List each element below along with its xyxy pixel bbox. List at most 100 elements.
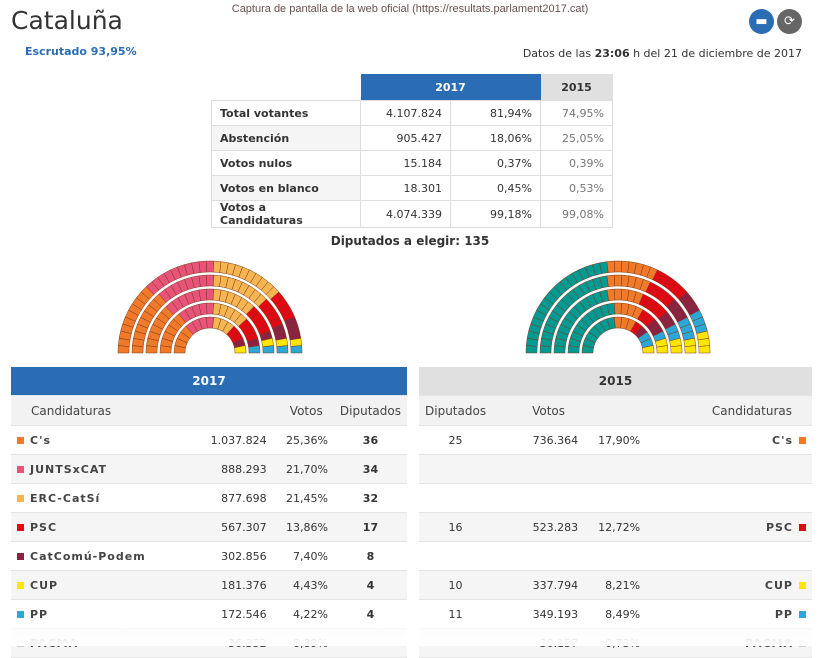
party-color-swatch <box>17 523 24 531</box>
row-votes: 4.107.824 <box>360 100 451 126</box>
table-title-2015: 2015 <box>419 367 812 396</box>
results-table-2015: 2015 Diputados Votos Candidaturas 25 736.36… <box>419 367 812 658</box>
header-diputados: Diputados <box>419 395 493 426</box>
party-seats: 16 <box>419 512 493 542</box>
row-label: Votos a Candidaturas <box>211 200 361 228</box>
refresh-icon[interactable]: ⟳ <box>777 9 802 34</box>
party-seats: 4 <box>333 570 407 600</box>
timestamp-suffix: h del 21 de diciembre de 2017 <box>629 47 802 60</box>
row-votes: 4.074.339 <box>360 200 451 228</box>
party-percent: 21,45% <box>272 483 334 513</box>
party-seats <box>419 541 493 571</box>
party-votes <box>492 483 585 513</box>
party-name: C's <box>772 433 793 447</box>
hemicycle-2017 <box>117 260 303 354</box>
party-percent: 12,72% <box>584 512 647 542</box>
party-name: PSC <box>765 520 793 534</box>
party-name: JUNTSxCAT <box>30 462 107 476</box>
results-table-2017: 2017 Candidaturas Votos Diputados C's 1.037… <box>11 367 407 658</box>
party-votes <box>492 454 585 484</box>
row-label: Abstención <box>211 125 361 151</box>
seat <box>198 274 208 287</box>
row-votes: 905.427 <box>360 125 451 151</box>
row-label: Votos nulos <box>211 150 361 176</box>
party-row: 25 736.364 17,90% C's <box>419 425 812 455</box>
row-percent-2015: 99,08% <box>540 200 613 228</box>
party-row: C's 1.037.824 25,36% 36 <box>11 425 407 455</box>
party-row: PSC 567.307 13,86% 17 <box>11 512 407 542</box>
party-color-swatch <box>799 581 806 589</box>
party-color-swatch <box>17 494 24 502</box>
page-title: Cataluña <box>11 6 123 35</box>
header-candidaturas: Candidaturas <box>646 395 812 426</box>
party-percent: 25,36% <box>272 425 334 455</box>
party-color-swatch <box>17 552 24 560</box>
party-seats <box>419 454 493 484</box>
header-candidaturas: Candidaturas <box>11 395 205 426</box>
header-votos: Votos <box>204 395 334 426</box>
seat <box>262 345 275 354</box>
row-percent-2015: 0,39% <box>540 150 613 176</box>
party-votes: 877.698 <box>204 483 273 513</box>
summary-table: 2017 2015 Total votantes 4.107.824 81,94% 74… <box>211 74 613 228</box>
seat <box>698 345 711 354</box>
party-votes: 736.364 <box>492 425 585 455</box>
party-name: CatComú-Podem <box>30 549 146 563</box>
party-color-swatch <box>17 436 24 444</box>
seat <box>614 288 622 301</box>
seat <box>606 260 615 273</box>
party-votes: 523.283 <box>492 512 585 542</box>
row-percent: 99,18% <box>450 200 541 228</box>
party-name: PSC <box>30 520 58 534</box>
party-color-swatch <box>799 610 806 618</box>
header-diputados: Diputados <box>333 395 407 426</box>
party-votes: 302.856 <box>204 541 273 571</box>
party-row: CUP 181.376 4,43% 4 <box>11 570 407 600</box>
party-color-swatch <box>799 436 806 444</box>
party-seats: 8 <box>333 541 407 571</box>
timestamp-prefix: Datos de las <box>522 47 595 60</box>
col-2017: 2017 <box>360 74 541 101</box>
party-seats: 32 <box>333 483 407 513</box>
party-seats: 17 <box>333 512 407 542</box>
row-percent: 18,06% <box>450 125 541 151</box>
party-percent: 7,40% <box>272 541 334 571</box>
party-votes: 181.376 <box>204 570 273 600</box>
summary-row: Total votantes 4.107.824 81,94% 74,95% <box>211 100 613 126</box>
party-name: C's <box>30 433 51 447</box>
seat <box>670 345 683 354</box>
party-name: PP <box>30 607 49 621</box>
row-percent-2015: 0,53% <box>540 175 613 201</box>
party-seats: 10 <box>419 570 493 600</box>
party-row: 16 523.283 12,72% PSC <box>419 512 812 542</box>
party-percent: 13,86% <box>272 512 334 542</box>
seat <box>697 337 710 347</box>
data-timestamp: Datos de las 23:06 h del 21 de diciembre… <box>523 47 802 60</box>
scroll-fade <box>0 620 820 646</box>
header-votos: Votos <box>492 395 647 426</box>
party-row: CatComú-Podem 302.856 7,40% 8 <box>11 541 407 571</box>
caption: Captura de pantalla de la web oficial (h… <box>231 3 589 15</box>
row-votes: 15.184 <box>360 150 451 176</box>
party-seats: 34 <box>333 454 407 484</box>
seat <box>205 302 215 315</box>
party-percent <box>584 483 647 513</box>
seat <box>206 260 214 273</box>
party-name: CUP <box>30 578 59 592</box>
party-row <box>419 541 812 571</box>
party-row: ERC-CatSí 877.698 21,45% 32 <box>11 483 407 513</box>
seat <box>614 274 622 287</box>
party-color-swatch <box>17 581 24 589</box>
col-2015: 2015 <box>540 74 613 101</box>
seat <box>206 274 214 287</box>
summary-row: Votos a Candidaturas 4.074.339 99,18% 99,08… <box>211 200 613 228</box>
seat <box>206 288 214 301</box>
print-icon[interactable]: ▬ <box>749 9 774 34</box>
party-votes: 888.293 <box>204 454 273 484</box>
party-name: PP <box>774 607 793 621</box>
row-label: Total votantes <box>211 100 361 126</box>
seat <box>613 302 623 315</box>
row-percent-2015: 74,95% <box>540 100 613 126</box>
seat <box>606 274 616 287</box>
row-percent-2015: 25,05% <box>540 125 613 151</box>
